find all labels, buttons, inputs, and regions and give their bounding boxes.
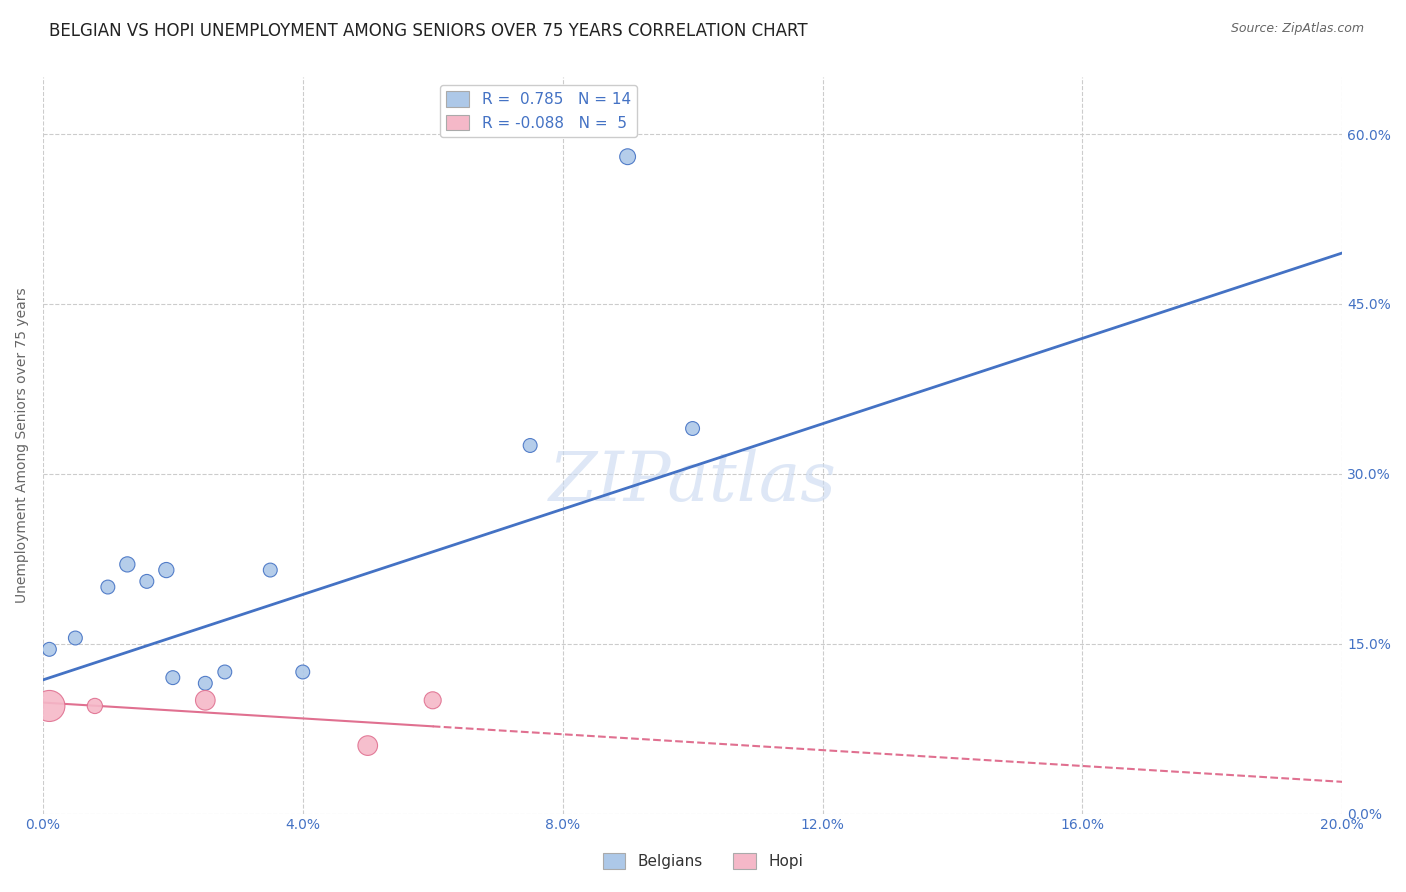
- Point: [162, 671, 184, 685]
- Point: [616, 150, 638, 164]
- Text: Source: ZipAtlas.com: Source: ZipAtlas.com: [1230, 22, 1364, 36]
- Point: [97, 580, 120, 594]
- Point: [38, 698, 60, 713]
- Point: [519, 438, 541, 452]
- Point: [65, 631, 87, 645]
- Point: [214, 665, 236, 679]
- Legend: Belgians, Hopi: Belgians, Hopi: [596, 847, 810, 875]
- Y-axis label: Unemployment Among Seniors over 75 years: Unemployment Among Seniors over 75 years: [15, 288, 30, 603]
- Point: [259, 563, 281, 577]
- Point: [682, 421, 704, 435]
- Text: BELGIAN VS HOPI UNEMPLOYMENT AMONG SENIORS OVER 75 YEARS CORRELATION CHART: BELGIAN VS HOPI UNEMPLOYMENT AMONG SENIO…: [49, 22, 808, 40]
- Point: [291, 665, 314, 679]
- Point: [422, 693, 444, 707]
- Point: [38, 642, 60, 657]
- Point: [83, 698, 105, 713]
- Point: [194, 693, 217, 707]
- Point: [357, 739, 380, 753]
- Point: [117, 558, 139, 572]
- Point: [155, 563, 177, 577]
- Point: [135, 574, 157, 589]
- Point: [194, 676, 217, 690]
- Text: ZIPatlas: ZIPatlas: [548, 449, 837, 516]
- Legend: R =  0.785   N = 14, R = -0.088   N =  5: R = 0.785 N = 14, R = -0.088 N = 5: [440, 85, 637, 136]
